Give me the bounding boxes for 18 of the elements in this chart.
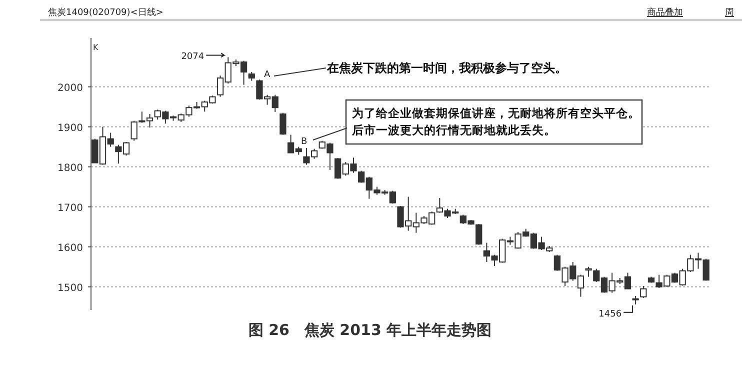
annotation: 在焦炭下跌的第一时间，我积极参与了空头。 bbox=[326, 61, 567, 75]
chart-subtitle: 焦炭1409(020709)<日线> bbox=[48, 7, 164, 18]
y-tick-label: 1500 bbox=[58, 282, 83, 294]
y-tick-label: 1900 bbox=[58, 122, 83, 134]
text: 图 26 焦炭 2013 年上半年走势图 bbox=[248, 321, 492, 339]
annotation: 为了给企业做套期保值讲座，无耐地将所有空头平仓。 bbox=[352, 106, 640, 120]
annotation: K bbox=[93, 43, 99, 52]
y-tick-label: 2000 bbox=[58, 82, 83, 94]
annotation: 后市一波更大的行情无耐地就此丢失。 bbox=[351, 123, 556, 137]
text: 商品叠加 bbox=[647, 7, 683, 18]
annotation: 1456 bbox=[598, 309, 622, 320]
y-tick-label: 1700 bbox=[58, 202, 83, 214]
annotation: 2074 bbox=[181, 52, 204, 62]
y-tick-label: 1600 bbox=[58, 242, 83, 254]
annotation: B bbox=[301, 137, 308, 147]
text: 周 bbox=[725, 7, 734, 18]
y-tick-label: 1800 bbox=[58, 162, 83, 174]
annotation: A bbox=[264, 70, 271, 80]
